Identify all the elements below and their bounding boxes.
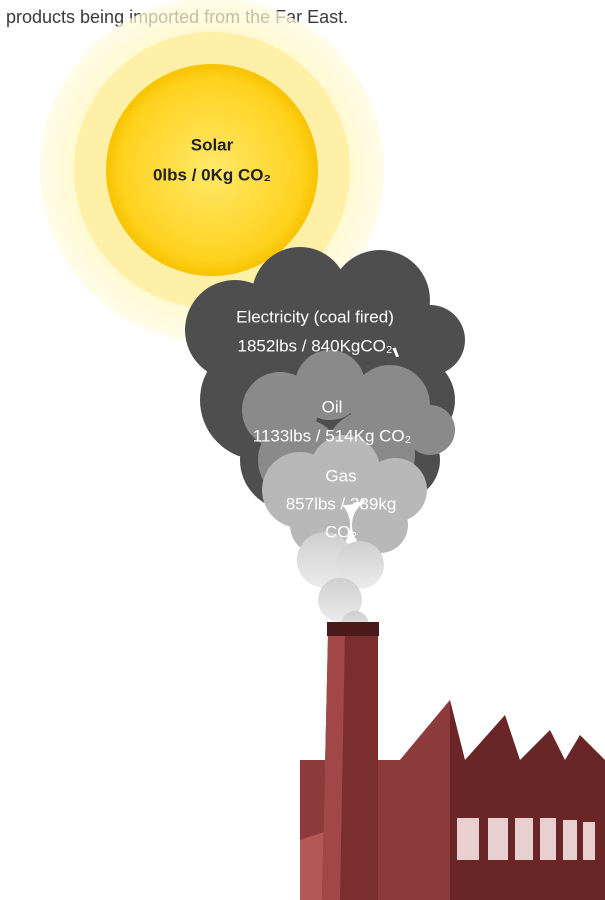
solar-name: Solar (191, 135, 234, 154)
electricity-amount: 1852lbs / 840KgCO₂ (238, 336, 393, 355)
gas-name: Gas (325, 466, 356, 485)
gas-cloud (262, 435, 427, 555)
gas-unit: CO₂ (325, 522, 357, 541)
solar-amount: 0lbs / 0Kg CO₂ (153, 165, 271, 184)
smoke-plume (297, 532, 384, 639)
chimney (322, 622, 379, 900)
gas-amount: 857lbs / 389kg (286, 494, 397, 513)
oil-name: Oil (322, 397, 343, 416)
oil-amount: 1133lbs / 514Kg CO₂ (253, 426, 411, 445)
electricity-name: Electricity (coal fired) (236, 307, 394, 326)
